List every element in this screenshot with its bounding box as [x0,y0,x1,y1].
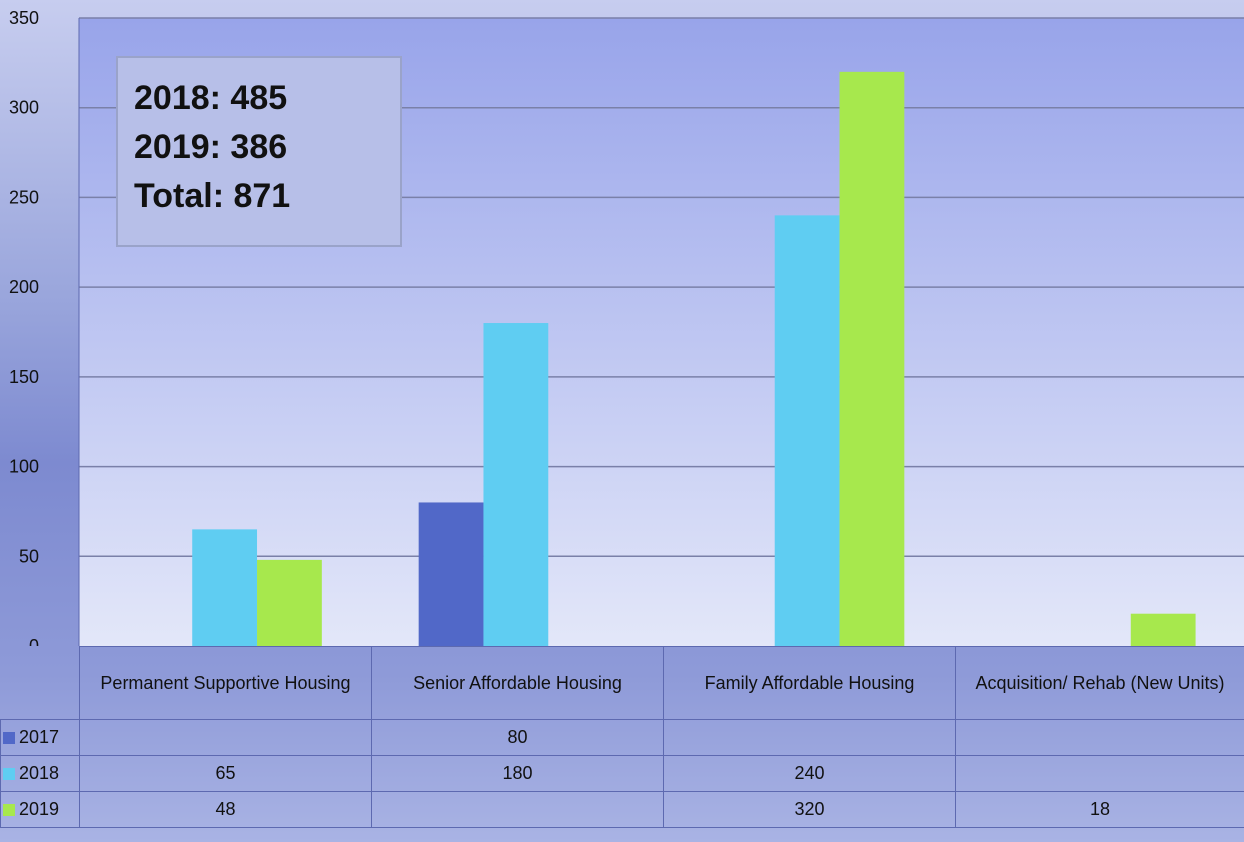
annotation-line: 2018: 485 [134,79,288,117]
totals-annotation: 2018: 485 2019: 386 Total: 871 [116,56,402,247]
legend-key-2017: 2017 [0,719,80,756]
table-cell: 240 [663,755,956,792]
bars [192,71,1196,646]
table-cell: 18 [955,791,1244,828]
bar-2019 [1130,613,1196,646]
table-cell [371,791,664,828]
bar-2017 [418,502,484,646]
table-cell [663,719,956,756]
table-row: 2018 65 180 240 [0,755,1244,792]
bar-2018 [483,323,549,646]
series-name: 2018 [19,763,60,783]
y-tick-label: 50 [19,546,39,566]
y-tick-label: 100 [9,457,39,477]
table-cell: 65 [79,755,372,792]
category-label: Family Affordable Housing [663,646,956,720]
y-tick-label: 300 [9,98,39,118]
y-axis-ticks: 0 50 100 150 200 250 300 350 [9,8,80,646]
series-name: 2019 [19,799,60,819]
table-cell: 180 [371,755,664,792]
legend-swatch [3,804,15,816]
category-label: Acquisition/ Rehab (New Units) [955,646,1244,720]
y-tick-label: 350 [9,8,39,28]
table-cell: 320 [663,791,956,828]
table-corner [0,646,80,720]
legend-swatch [3,732,15,744]
series-name: 2017 [19,727,60,747]
table-cell [79,719,372,756]
legend-swatch [3,768,15,780]
legend-key-2019: 2019 [0,791,80,828]
table-cell [955,755,1244,792]
bar-chart: 0 50 100 150 200 250 300 350 [9,8,1244,646]
bar-2019 [257,559,322,646]
y-tick-label: 200 [9,277,39,297]
table-row: 2019 48 320 18 [0,791,1244,828]
annotation-line: 2019: 386 [134,128,288,166]
y-tick-label: 0 [29,636,39,646]
bar-2019 [839,71,905,646]
table-row: 2017 80 [0,719,1244,756]
category-label: Permanent Supportive Housing [79,646,372,720]
table-cell: 80 [371,719,664,756]
bar-2018 [774,215,840,646]
data-table: Permanent Supportive Housing Senior Affo… [0,646,1244,828]
annotation-line: Total: 871 [134,177,291,215]
category-label: Senior Affordable Housing [371,646,664,720]
bar-2018 [192,529,258,646]
y-tick-label: 150 [9,367,39,387]
y-tick-label: 250 [9,187,39,207]
legend-key-2018: 2018 [0,755,80,792]
table-cell [955,719,1244,756]
table-cell: 48 [79,791,372,828]
gridlines [79,17,1244,558]
